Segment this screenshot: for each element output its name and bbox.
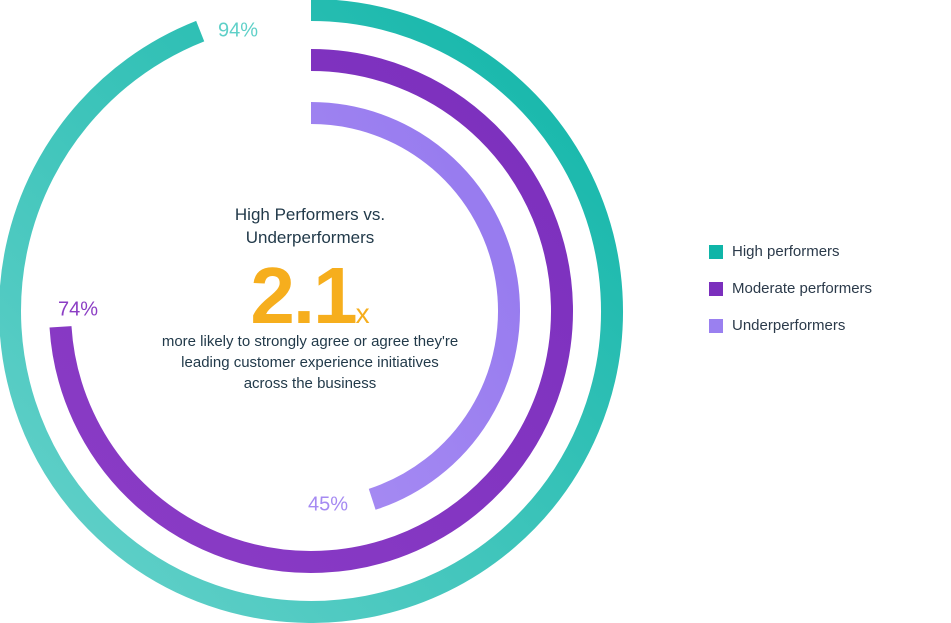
pct-label-under: 45%: [308, 493, 348, 515]
legend-swatch-under: [709, 318, 723, 333]
legend-label-moderate: Moderate performers: [732, 280, 873, 297]
legend-label-high: High performers: [732, 243, 840, 260]
callout-suffix: x: [355, 298, 370, 329]
legend-swatch-moderate: [709, 281, 723, 296]
chart-title: High Performers vs. Underperformers: [234, 205, 386, 247]
legend-item-high: High performers: [709, 241, 872, 262]
callout-value: 2.1x: [185, 253, 435, 339]
pct-label-moderate: 74%: [58, 298, 98, 320]
legend-label-under: Underperformers: [732, 317, 846, 334]
legend: High performers Moderate performers Unde…: [709, 241, 872, 352]
callout-number: 2.1: [250, 251, 357, 340]
legend-item-moderate: Moderate performers: [709, 278, 872, 299]
arc-underperformers: [310, 102, 520, 510]
callout-description: more likely to strongly agree or agree t…: [161, 333, 459, 392]
legend-item-under: Underperformers: [709, 315, 872, 336]
arc-high-performers: [0, 0, 623, 623]
arc-moderate-performers: [49, 49, 573, 573]
pct-label-high: 94%: [218, 19, 258, 41]
legend-swatch-high: [709, 244, 723, 259]
